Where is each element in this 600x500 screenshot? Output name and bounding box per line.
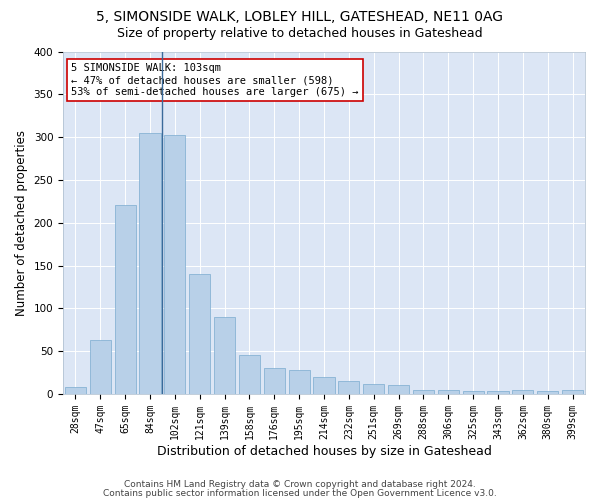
Bar xyxy=(313,377,335,394)
Bar xyxy=(90,340,111,394)
Bar xyxy=(512,390,533,394)
Bar xyxy=(189,274,210,394)
Bar xyxy=(463,392,484,394)
Bar xyxy=(562,390,583,394)
Text: Size of property relative to detached houses in Gateshead: Size of property relative to detached ho… xyxy=(117,28,483,40)
Bar xyxy=(239,354,260,394)
Bar xyxy=(289,370,310,394)
Bar xyxy=(363,384,384,394)
Bar xyxy=(338,381,359,394)
Text: 5, SIMONSIDE WALK, LOBLEY HILL, GATESHEAD, NE11 0AG: 5, SIMONSIDE WALK, LOBLEY HILL, GATESHEA… xyxy=(97,10,503,24)
X-axis label: Distribution of detached houses by size in Gateshead: Distribution of detached houses by size … xyxy=(157,444,491,458)
Bar xyxy=(487,392,509,394)
Text: 5 SIMONSIDE WALK: 103sqm
← 47% of detached houses are smaller (598)
53% of semi-: 5 SIMONSIDE WALK: 103sqm ← 47% of detach… xyxy=(71,64,358,96)
Text: Contains HM Land Registry data © Crown copyright and database right 2024.: Contains HM Land Registry data © Crown c… xyxy=(124,480,476,489)
Bar xyxy=(139,133,161,394)
Bar xyxy=(438,390,459,394)
Bar xyxy=(115,205,136,394)
Bar xyxy=(413,390,434,394)
Bar xyxy=(264,368,285,394)
Text: Contains public sector information licensed under the Open Government Licence v3: Contains public sector information licen… xyxy=(103,489,497,498)
Y-axis label: Number of detached properties: Number of detached properties xyxy=(15,130,28,316)
Bar xyxy=(65,387,86,394)
Bar xyxy=(164,136,185,394)
Bar xyxy=(388,386,409,394)
Bar xyxy=(537,392,558,394)
Bar xyxy=(214,317,235,394)
